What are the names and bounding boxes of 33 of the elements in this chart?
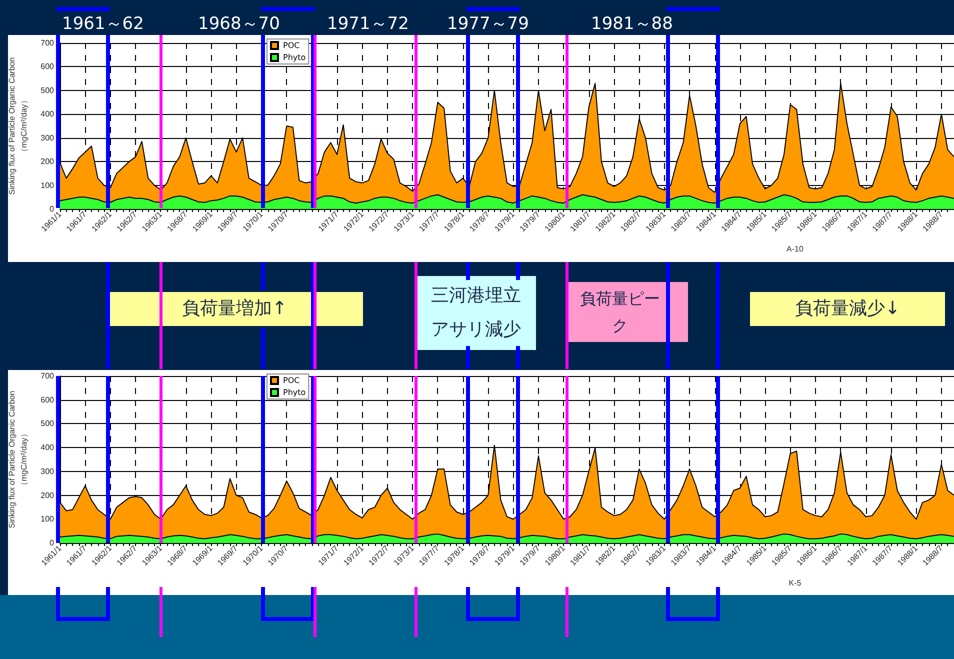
y-tick-label: 400: [40, 443, 55, 452]
text: 1961～62: [62, 13, 144, 35]
y-tick-label: 0: [50, 204, 55, 214]
y-axis-title: Sinking flux of Particle Organic Carbon （mgC/m²/day）: [7, 57, 28, 195]
text: 1977～79: [447, 13, 529, 35]
y-tick-label: 500: [40, 419, 55, 428]
text: 1968～70: [198, 13, 280, 35]
text: 負荷量ピーク: [568, 282, 688, 342]
text: 負荷量減少↓: [750, 292, 945, 326]
y-tick-label: 100: [40, 180, 55, 190]
y-tick-label: 0: [50, 538, 55, 548]
y-tick-label: 200: [40, 490, 55, 500]
y-tick-label: 300: [40, 133, 55, 142]
y-tick-label: 500: [40, 86, 55, 95]
y-tick-label: 600: [40, 395, 55, 404]
y-tick-label: 600: [40, 62, 55, 72]
y-axis-title: Sinking flux of Particle Organic Carbon （mgC/m²/day）: [7, 390, 28, 528]
legend-label: Phyto: [283, 53, 306, 62]
legend-label: POC: [283, 376, 300, 385]
legend-label: POC: [283, 41, 300, 50]
x-axis-title: A-10: [786, 244, 804, 254]
legend-label: Phyto: [283, 388, 306, 397]
text: 1971～72: [327, 13, 409, 35]
y-tick-label: 700: [40, 38, 55, 48]
y-tick-label: 300: [40, 466, 55, 476]
y-tick-label: 400: [40, 110, 55, 119]
text: 三河港埋立アサリ減少: [416, 276, 536, 350]
x-axis-title: K-5: [788, 578, 802, 588]
y-tick-label: 100: [40, 514, 55, 524]
y-tick-label: 200: [40, 157, 55, 166]
text: 1981～88: [591, 13, 673, 35]
y-tick-label: 700: [40, 372, 55, 380]
text: 負荷量増加↑: [106, 292, 363, 326]
